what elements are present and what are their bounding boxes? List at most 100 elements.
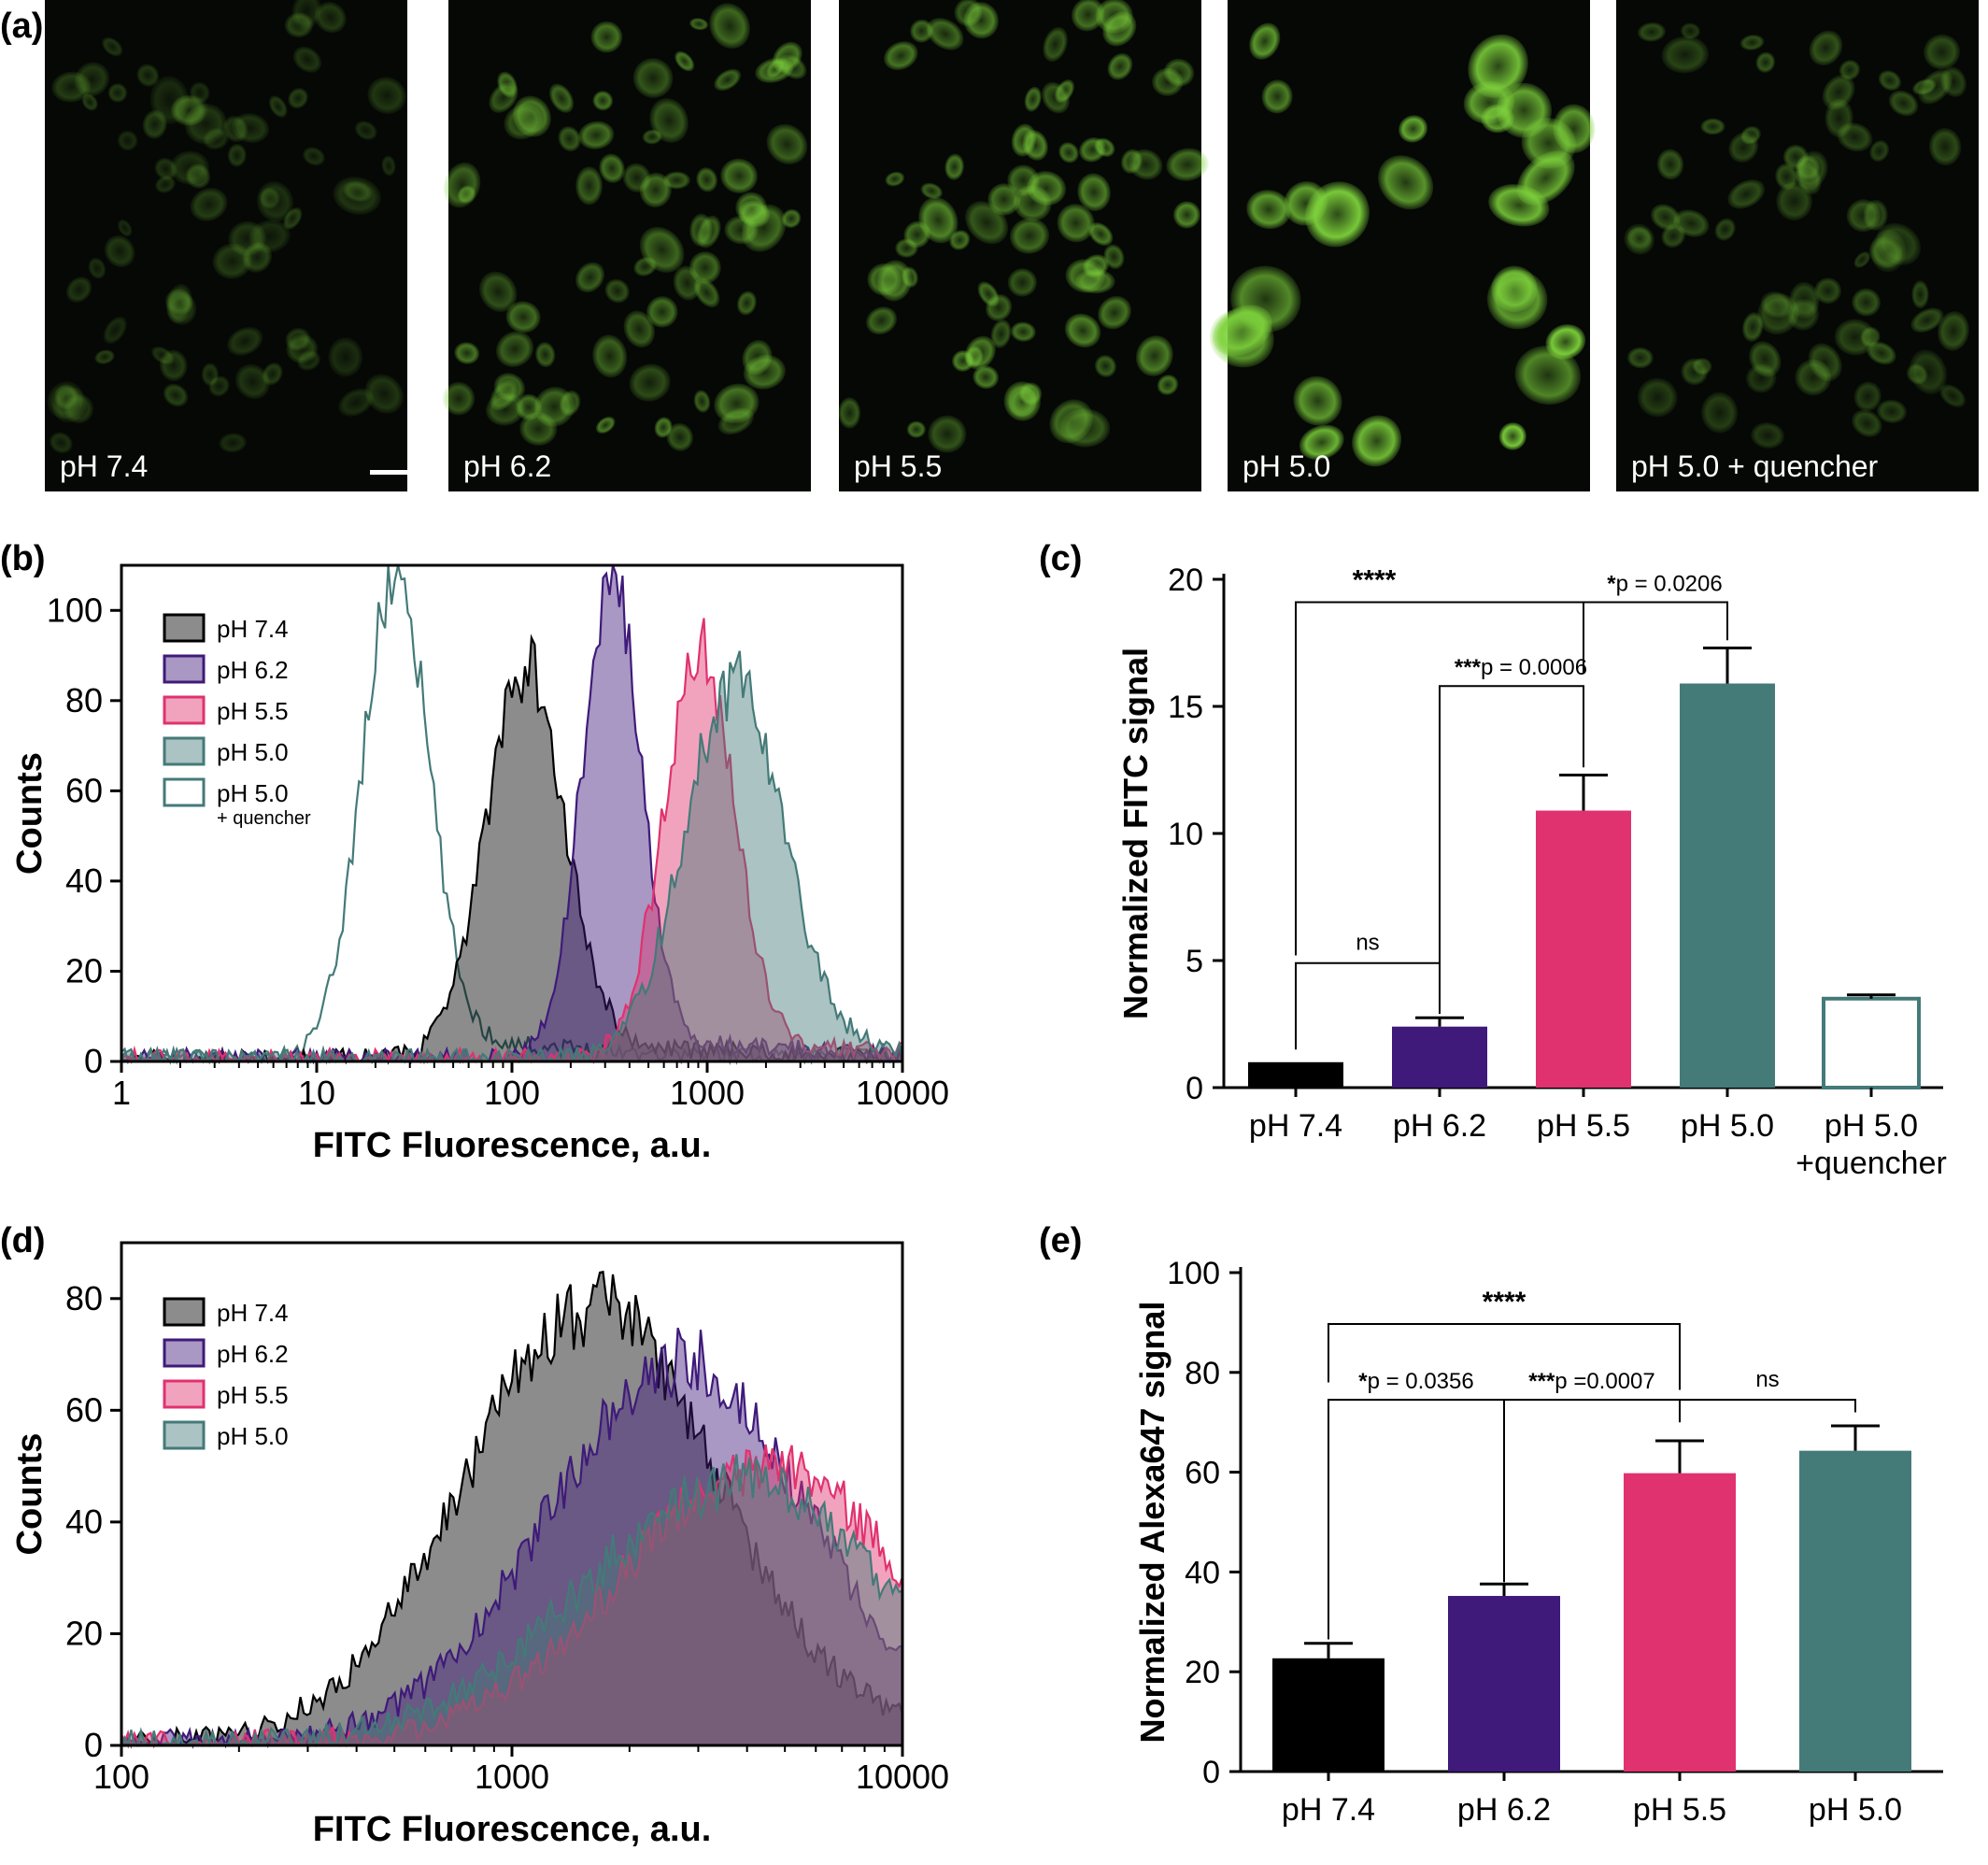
significance-pvalue: p = 0.0206 (1616, 571, 1723, 596)
y-tick-label: 60 (65, 771, 103, 809)
y-tick-label: 60 (65, 1390, 103, 1429)
panel-d-histogram: 100 1000 10000 0 20 40 60 80 FITC Fluorescence, … (10, 1241, 949, 1849)
histogram-series (120, 618, 904, 1065)
cell (1876, 399, 1908, 424)
cell (1749, 341, 1782, 377)
y-tick-label: 100 (47, 591, 103, 629)
panel-b-histogram: 1 10 100 1000 10000 0 20 40 60 80 100 FITC Fluoresc… (10, 563, 949, 1165)
cell (51, 71, 92, 103)
cell (781, 208, 802, 229)
cell (1876, 222, 1922, 265)
cell (1700, 118, 1725, 135)
x-tick-label-line: pH 5.0 (1809, 1792, 1902, 1828)
x-tick-label: pH 7.4 (1282, 1792, 1375, 1828)
panel-d-label: (d) (0, 1221, 46, 1260)
y-tick-label: 80 (65, 1279, 103, 1317)
bar (1822, 996, 1921, 1090)
cell (965, 201, 1009, 245)
cell (107, 83, 128, 103)
cell (1230, 265, 1301, 333)
panel-e-bar-chart: 0 20 40 60 80 100 Normalized Alexa647 signal pH… (1133, 1256, 1943, 1828)
cell (736, 291, 757, 316)
y-tick-label: 40 (65, 861, 103, 900)
cell (227, 326, 263, 356)
cell (1496, 82, 1552, 138)
significance-label: ns (1755, 1367, 1779, 1392)
legend-swatch (163, 695, 206, 725)
cell (1755, 51, 1776, 73)
cell (94, 349, 115, 364)
cell (328, 337, 363, 377)
y-axis-label: Counts (10, 1433, 50, 1556)
cell (504, 104, 543, 140)
cell (1378, 155, 1434, 210)
cell (674, 50, 695, 72)
cell (297, 350, 321, 371)
cell (1043, 26, 1068, 63)
y-tick-label: 20 (65, 951, 103, 989)
cell (142, 109, 167, 139)
significance-label: ***p = 0.0006 (1455, 655, 1587, 680)
cell (766, 123, 808, 164)
x-tick-label: pH 5.0 +quencher (1796, 1108, 1947, 1181)
x-axis-label: FITC Fluorescence, a.u. (313, 1126, 712, 1165)
micrograph-image: pH 7.4 (45, 0, 411, 491)
micrograph-caption: pH 5.0 + quencher (1631, 449, 1879, 483)
cell (742, 339, 773, 376)
cell (1107, 52, 1133, 80)
cell (1553, 104, 1596, 153)
x-tick-label: 100 (484, 1074, 540, 1112)
cell (666, 422, 694, 451)
cell (1399, 115, 1428, 143)
significance-label: ***p =0.0007 (1528, 1369, 1654, 1394)
y-tick-label: 40 (65, 1502, 103, 1541)
cell (1054, 78, 1075, 104)
cell (1102, 11, 1137, 47)
panel-e-label: (e) (1039, 1221, 1082, 1260)
cell (1637, 377, 1678, 418)
significance-stars: *** (1528, 1369, 1555, 1394)
cell (1796, 162, 1822, 195)
cell (1910, 307, 1944, 334)
significance-label: *p = 0.0356 (1358, 1369, 1473, 1394)
micrograph-image: pH 5.5 (838, 0, 1209, 491)
bar (1392, 1026, 1487, 1088)
cell (208, 376, 230, 397)
cell (516, 393, 542, 420)
cell (1650, 204, 1681, 231)
histogram-series (120, 650, 904, 1066)
cell (1468, 34, 1528, 98)
x-tick-label: pH 7.4 (1249, 1108, 1342, 1144)
cell (442, 381, 476, 416)
micrograph-image: pH 5.0 + quencher (1616, 0, 1979, 491)
x-tick-label-line: pH 5.5 (1633, 1792, 1726, 1828)
cell (590, 21, 623, 53)
cell (720, 158, 759, 193)
cell (1869, 139, 1890, 163)
cell (1024, 86, 1042, 112)
cell (918, 197, 958, 244)
cell (1809, 30, 1843, 66)
x-tick-label: 10000 (856, 1758, 949, 1796)
cell (649, 98, 689, 143)
cell (227, 143, 247, 167)
cell (292, 46, 322, 73)
cell (1064, 313, 1101, 349)
legend-label: pH 7.4 (217, 1299, 289, 1327)
y-tick-label: 20 (1168, 562, 1203, 598)
cell (65, 277, 92, 303)
x-tick-label-line: pH 6.2 (1393, 1108, 1486, 1144)
cell (1498, 422, 1526, 450)
cell (457, 185, 476, 204)
cell (1058, 142, 1079, 164)
x-tick-label: 10000 (856, 1074, 949, 1112)
cell (885, 171, 905, 187)
bar (1799, 1450, 1911, 1772)
cell (1261, 79, 1293, 114)
cell (1009, 218, 1050, 254)
cell (1727, 178, 1766, 209)
cell (709, 3, 750, 50)
x-tick-label: pH 6.2 (1393, 1108, 1486, 1144)
cell (1728, 132, 1759, 164)
cell (623, 310, 656, 349)
